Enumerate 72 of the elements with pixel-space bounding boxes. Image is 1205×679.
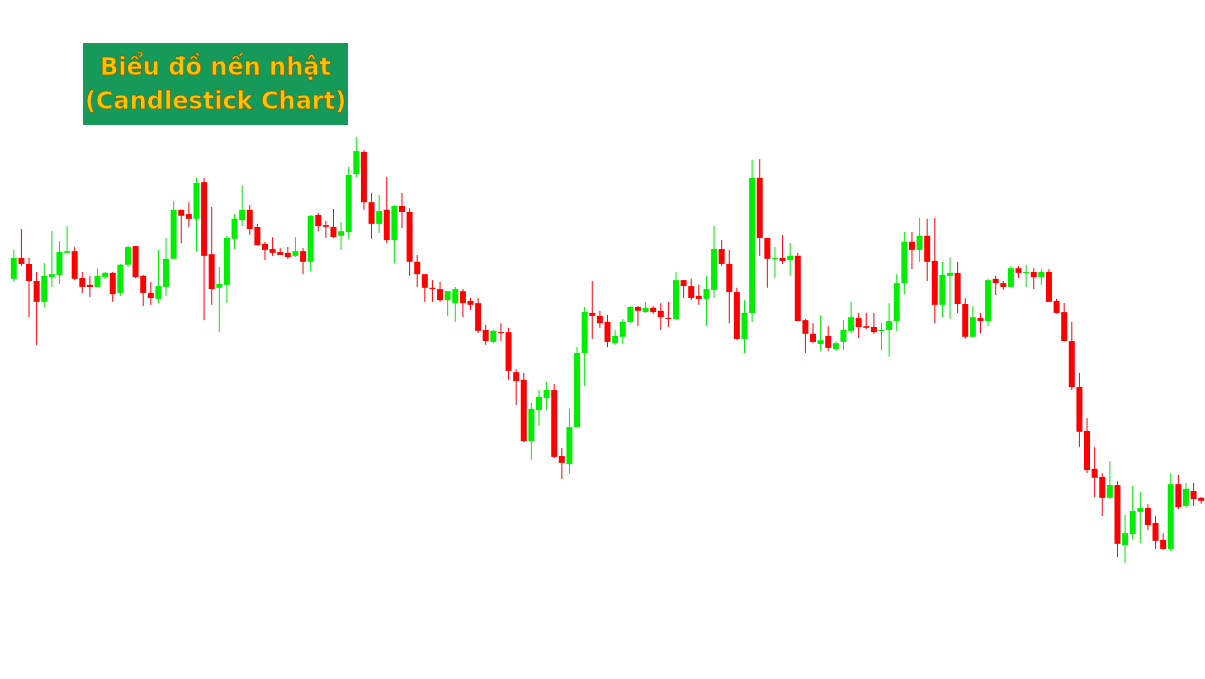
candlestick <box>376 194 383 234</box>
candlestick <box>908 231 915 270</box>
candlestick <box>86 275 93 298</box>
candlestick <box>421 273 428 303</box>
candlestick <box>916 217 923 263</box>
candlestick <box>1122 514 1129 564</box>
candlestick <box>634 305 641 327</box>
candlestick <box>109 271 116 303</box>
candlestick <box>688 278 695 301</box>
candlestick <box>870 312 877 335</box>
candlestick <box>26 257 33 318</box>
candlestick <box>817 314 824 352</box>
candlestick <box>300 247 307 275</box>
candlestick <box>947 256 954 320</box>
candlestick <box>878 322 885 351</box>
candlestick <box>886 302 893 358</box>
candlestick <box>848 301 855 334</box>
candlestick <box>779 234 786 265</box>
candlestick <box>155 249 162 304</box>
candlestick <box>771 246 778 279</box>
candlestick <box>977 312 984 334</box>
candlestick <box>18 228 25 267</box>
candlestick <box>1175 474 1182 510</box>
candlestick <box>64 225 71 254</box>
candlestick <box>322 220 329 239</box>
candlestick <box>825 325 832 352</box>
candlestick <box>657 302 664 331</box>
candlestick <box>1007 265 1014 288</box>
candlestick <box>368 192 375 240</box>
candlestick <box>185 201 192 228</box>
candlestick <box>261 241 268 261</box>
candlestick <box>1106 460 1113 500</box>
candlestick <box>437 281 444 303</box>
candlestick <box>1023 264 1030 288</box>
candlestick <box>596 310 603 329</box>
candlestick <box>330 208 337 239</box>
candlestick <box>513 368 520 406</box>
candlestick <box>497 322 504 342</box>
candlestick <box>703 275 710 327</box>
candlestick <box>992 275 999 296</box>
candlestick <box>787 242 794 277</box>
candlestick <box>338 221 345 251</box>
candlestick <box>10 249 17 283</box>
candlestick <box>718 239 725 267</box>
candlestick <box>810 322 817 344</box>
candlestick <box>292 236 299 258</box>
chart-title: Biểu đồ nến nhật (Candlestick Chart) <box>83 43 348 125</box>
candlestick <box>178 209 185 244</box>
candlestick <box>482 324 489 346</box>
candlestick <box>315 212 322 232</box>
candlestick <box>840 319 847 351</box>
candlestick <box>1030 267 1037 290</box>
candlestick <box>216 266 223 333</box>
candlestick <box>604 314 611 348</box>
candlestick <box>536 389 542 427</box>
candlestick <box>558 447 565 480</box>
candlestick <box>1182 482 1189 509</box>
candlestick <box>33 271 40 346</box>
candlestick <box>543 381 550 411</box>
candlestick <box>398 192 405 229</box>
candlestick <box>589 280 596 340</box>
candlestick <box>147 281 154 306</box>
candlestick <box>665 301 672 328</box>
candlestick <box>612 329 619 346</box>
candlestick <box>764 237 771 289</box>
candlestick <box>1144 503 1151 531</box>
candlestick <box>695 284 702 306</box>
candlestick <box>353 136 360 178</box>
candlestick <box>619 318 626 345</box>
candlestick <box>414 254 421 288</box>
candlestick <box>124 245 131 268</box>
candlestick <box>969 305 976 338</box>
